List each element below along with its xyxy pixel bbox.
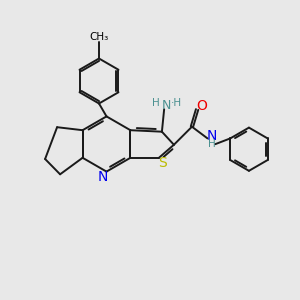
- Text: O: O: [196, 100, 207, 113]
- Text: H: H: [152, 98, 160, 108]
- Text: ·H: ·H: [171, 98, 182, 108]
- Text: N: N: [98, 170, 108, 184]
- Text: H: H: [208, 140, 215, 149]
- Text: N: N: [206, 129, 217, 143]
- Text: N: N: [162, 99, 171, 112]
- Text: CH₃: CH₃: [89, 32, 109, 42]
- Text: S: S: [158, 156, 167, 170]
